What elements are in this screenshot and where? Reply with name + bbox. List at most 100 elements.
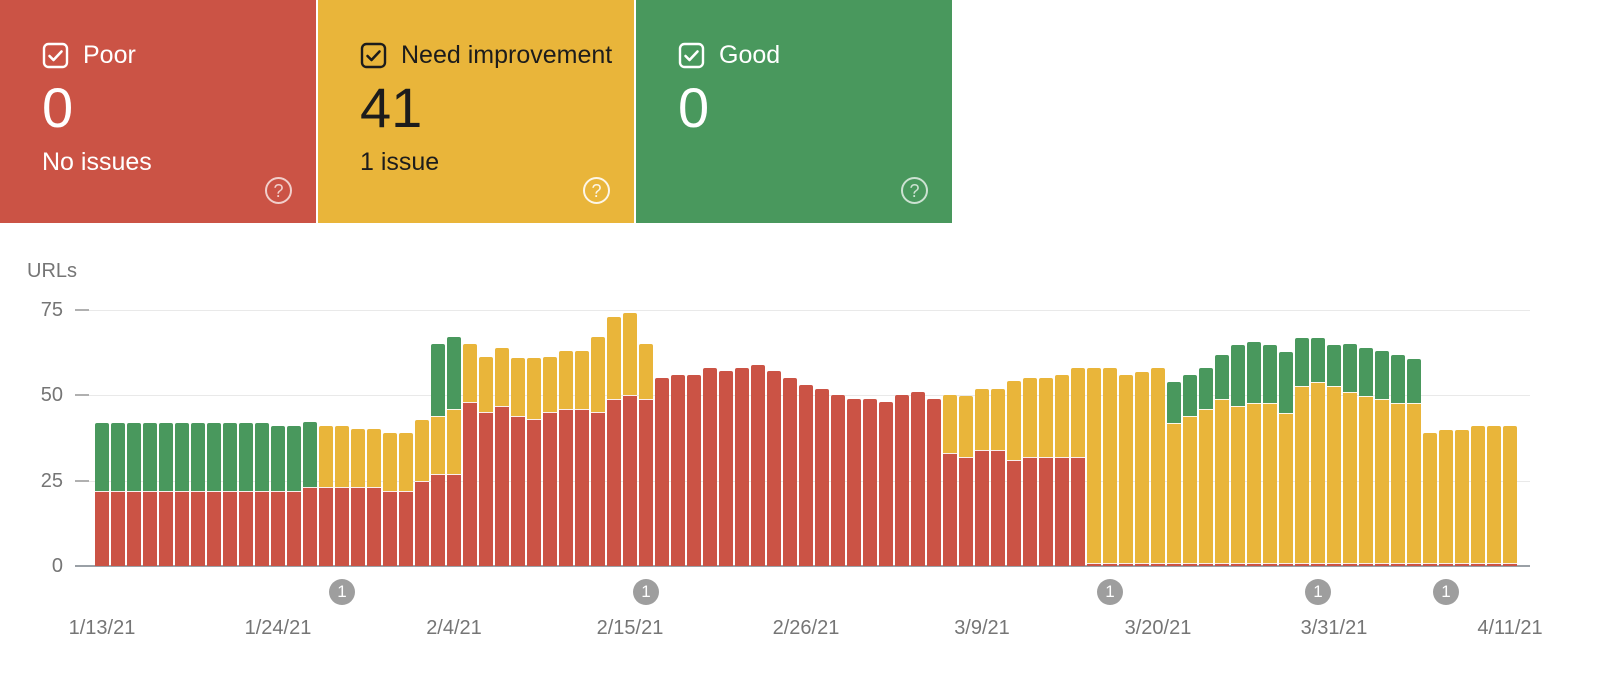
chart-bar-2/8/21[interactable] <box>511 358 525 566</box>
chart-bar-2/4/21[interactable] <box>447 337 461 566</box>
chart-bar-3/2/21[interactable] <box>863 399 877 566</box>
chart-bar-4/5/21[interactable] <box>1407 359 1421 566</box>
chart-bar-4/4/21[interactable] <box>1391 355 1405 566</box>
annotation-marker-3/17/21[interactable]: 1 <box>1097 579 1123 605</box>
chart-bar-2/20/21[interactable] <box>703 368 717 566</box>
chart-bar-2/13/21[interactable] <box>591 337 605 566</box>
chart-bar-1/14/21[interactable] <box>111 423 125 566</box>
chart-bar-3/25/21[interactable] <box>1231 345 1245 566</box>
chart-bar-2/12/21[interactable] <box>575 351 589 566</box>
chart-bar-3/1/21[interactable] <box>847 399 861 566</box>
chart-bar-4/9/21[interactable] <box>1471 426 1485 566</box>
chart-bar-2/2/21[interactable] <box>415 420 429 566</box>
checkbox-checked-icon[interactable] <box>360 42 387 69</box>
chart-bar-1/17/21[interactable] <box>159 423 173 566</box>
chart-bar-1/23/21[interactable] <box>255 423 269 566</box>
chart-bar-3/3/21[interactable] <box>879 402 893 566</box>
chart-bar-2/23/21[interactable] <box>751 365 765 566</box>
chart-bar-3/27/21[interactable] <box>1263 345 1277 566</box>
chart-bar-3/20/21[interactable] <box>1151 368 1165 566</box>
chart-bar-1/18/21[interactable] <box>175 423 189 566</box>
help-icon[interactable]: ? <box>583 177 610 204</box>
card-poor[interactable]: Poor 0 No issues ? <box>0 0 316 223</box>
chart-bar-1/21/21[interactable] <box>223 423 237 566</box>
chart-bar-1/25/21[interactable] <box>287 426 301 566</box>
chart-bar-1/22/21[interactable] <box>239 423 253 566</box>
chart-bar-2/17/21[interactable] <box>655 378 669 566</box>
chart-bar-2/7/21[interactable] <box>495 348 509 566</box>
chart-bar-1/30/21[interactable] <box>367 429 381 566</box>
chart-bar-3/11/21[interactable] <box>1007 381 1021 566</box>
chart-bar-4/7/21[interactable] <box>1439 430 1453 566</box>
chart-bar-1/24/21[interactable] <box>271 426 285 566</box>
chart-bar-1/13/21[interactable] <box>95 423 109 566</box>
chart-bar-3/26/21[interactable] <box>1247 342 1261 566</box>
chart-bar-2/3/21[interactable] <box>431 344 445 566</box>
chart-bar-4/6/21[interactable] <box>1423 433 1437 566</box>
chart-bar-4/2/21[interactable] <box>1359 348 1373 566</box>
chart-bar-1/19/21[interactable] <box>191 423 205 566</box>
chart-bar-3/8/21[interactable] <box>959 396 973 566</box>
annotation-marker-3/30/21[interactable]: 1 <box>1305 579 1331 605</box>
chart-bar-1/27/21[interactable] <box>319 426 333 566</box>
chart-bar-1/15/21[interactable] <box>127 423 141 566</box>
chart-bar-2/10/21[interactable] <box>543 357 557 566</box>
chart-bar-2/19/21[interactable] <box>687 375 701 566</box>
chart-bar-3/6/21[interactable] <box>927 399 941 566</box>
chart-bar-2/21/21[interactable] <box>719 371 733 566</box>
chart-bar-3/18/21[interactable] <box>1119 375 1133 566</box>
chart-bar-3/30/21[interactable] <box>1311 338 1325 566</box>
chart-bar-4/1/21[interactable] <box>1343 344 1357 566</box>
chart-bar-1/28/21[interactable] <box>335 426 349 566</box>
chart-bar-1/16/21[interactable] <box>143 423 157 566</box>
annotation-marker-2/16/21[interactable]: 1 <box>633 579 659 605</box>
chart-bar-2/15/21[interactable] <box>623 313 637 566</box>
chart-bar-2/16/21[interactable] <box>639 344 653 566</box>
chart-bar-4/8/21[interactable] <box>1455 430 1469 566</box>
chart-bar-3/19/21[interactable] <box>1135 372 1149 566</box>
chart-bar-3/12/21[interactable] <box>1023 378 1037 566</box>
chart-bar-2/26/21[interactable] <box>799 385 813 566</box>
chart-bar-3/9/21[interactable] <box>975 389 989 566</box>
chart-bar-3/5/21[interactable] <box>911 392 925 566</box>
checkbox-checked-icon[interactable] <box>42 42 69 69</box>
chart-bar-2/18/21[interactable] <box>671 375 685 566</box>
chart-bar-3/21/21[interactable] <box>1167 382 1181 566</box>
card-need-improvement[interactable]: Need improvement 41 1 issue ? <box>318 0 634 223</box>
annotation-marker-1/28/21[interactable]: 1 <box>329 579 355 605</box>
chart-bar-3/13/21[interactable] <box>1039 378 1053 566</box>
chart-bar-2/1/21[interactable] <box>399 433 413 566</box>
chart-bar-4/11/21[interactable] <box>1503 426 1517 566</box>
checkbox-checked-icon[interactable] <box>678 42 705 69</box>
chart-bar-3/15/21[interactable] <box>1071 368 1085 566</box>
chart-bar-3/23/21[interactable] <box>1199 368 1213 566</box>
chart-bar-3/24/21[interactable] <box>1215 355 1229 566</box>
chart-bar-3/7/21[interactable] <box>943 395 957 566</box>
chart-bar-2/6/21[interactable] <box>479 357 493 566</box>
chart-bar-3/28/21[interactable] <box>1279 352 1293 566</box>
chart-bar-2/28/21[interactable] <box>831 395 845 566</box>
chart-bar-1/20/21[interactable] <box>207 423 221 566</box>
chart-bar-1/29/21[interactable] <box>351 429 365 566</box>
chart-bar-4/3/21[interactable] <box>1375 351 1389 566</box>
chart-bar-2/9/21[interactable] <box>527 358 541 566</box>
chart-bar-2/11/21[interactable] <box>559 351 573 566</box>
chart-bar-2/5/21[interactable] <box>463 344 477 566</box>
chart-bar-2/25/21[interactable] <box>783 378 797 566</box>
chart-bar-3/29/21[interactable] <box>1295 338 1309 566</box>
chart-bar-3/16/21[interactable] <box>1087 368 1101 566</box>
chart-bar-2/22/21[interactable] <box>735 368 749 566</box>
chart-bar-1/31/21[interactable] <box>383 433 397 566</box>
chart-bar-3/17/21[interactable] <box>1103 368 1117 566</box>
chart-bar-3/22/21[interactable] <box>1183 375 1197 566</box>
help-icon[interactable]: ? <box>265 177 292 204</box>
chart-bar-3/31/21[interactable] <box>1327 345 1341 566</box>
chart-bar-3/14/21[interactable] <box>1055 375 1069 566</box>
chart-bar-2/27/21[interactable] <box>815 389 829 566</box>
chart-bar-3/4/21[interactable] <box>895 395 909 566</box>
chart-bar-1/26/21[interactable] <box>303 422 317 566</box>
annotation-marker-4/7/21[interactable]: 1 <box>1433 579 1459 605</box>
chart-bar-2/24/21[interactable] <box>767 371 781 566</box>
chart-bar-4/10/21[interactable] <box>1487 426 1501 566</box>
chart-bar-3/10/21[interactable] <box>991 389 1005 566</box>
